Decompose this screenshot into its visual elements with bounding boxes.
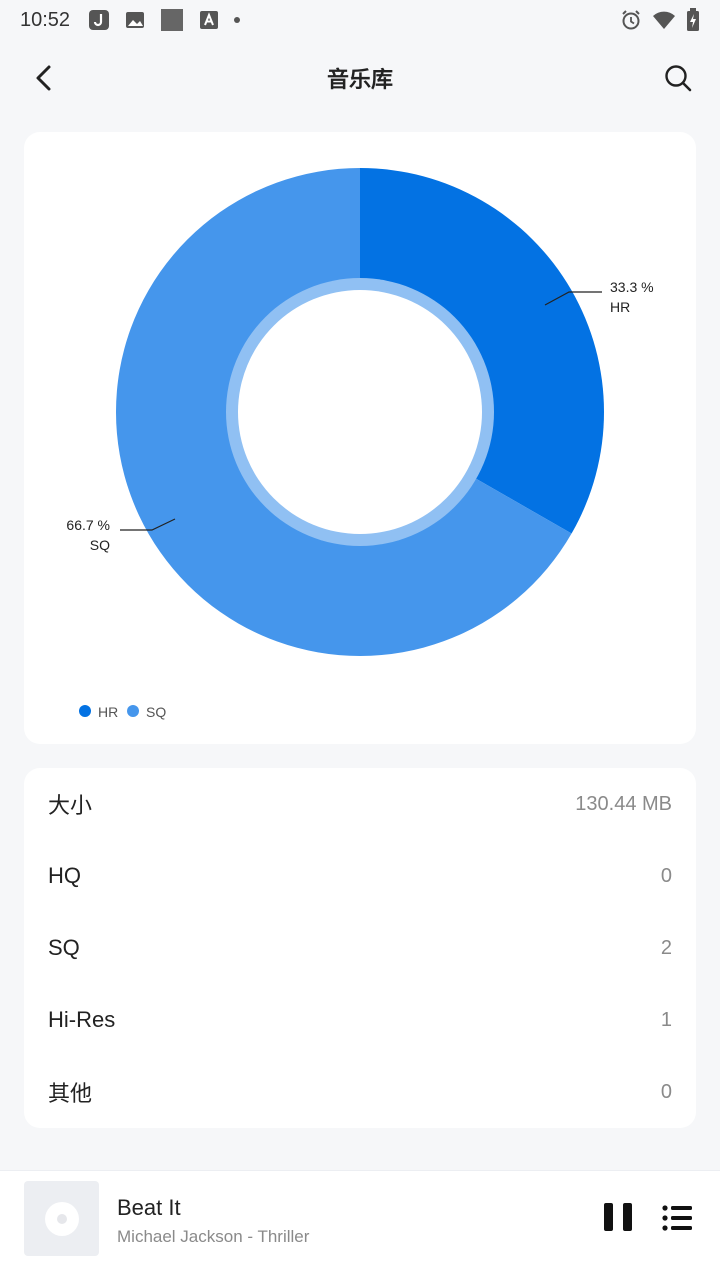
page-title: 音乐库 — [326, 67, 393, 92]
dot-icon — [234, 17, 241, 23]
legend-swatch-hr — [79, 705, 91, 717]
image-icon — [126, 12, 145, 28]
pause-button[interactable] — [604, 1203, 632, 1233]
stat-label: SQ — [48, 935, 80, 960]
stats-card: 大小 130.44 MB HQ 0 SQ 2 Hi-Res 1 其他 0 — [24, 768, 696, 1128]
playlist-button[interactable] — [662, 1205, 692, 1231]
stat-row: HQ 0 — [48, 840, 672, 912]
stat-label: HQ — [48, 863, 81, 888]
alarm-icon — [622, 10, 640, 30]
stat-value: 130.44 MB — [575, 792, 672, 815]
legend-label-sq: SQ — [146, 704, 166, 720]
status-bar: 10:52 — [0, 0, 720, 40]
data-label-hr-percent: 33.3 % — [610, 279, 654, 295]
wifi-icon — [653, 11, 675, 29]
stat-label: 其他 — [48, 1081, 93, 1106]
back-button[interactable] — [28, 62, 60, 94]
app-header: 音乐库 — [0, 40, 720, 116]
stat-value: 2 — [660, 936, 672, 959]
data-label-hr-name: HR — [610, 299, 630, 315]
app-j-icon — [89, 10, 110, 30]
stat-row: 其他 0 — [48, 1056, 672, 1128]
mini-player[interactable]: Beat It Michael Jackson - Thriller — [0, 1170, 720, 1280]
track-title[interactable]: Beat It — [117, 1195, 181, 1220]
track-artist-album[interactable]: Michael Jackson - Thriller — [117, 1227, 310, 1246]
search-icon — [665, 65, 692, 92]
battery-charging-icon — [687, 8, 699, 31]
back-chevron-icon — [36, 65, 51, 91]
stat-value: 0 — [660, 1080, 672, 1103]
stat-row: Hi-Res 1 — [48, 984, 672, 1056]
label-leader-sq — [120, 518, 176, 531]
stat-value: 0 — [660, 864, 672, 887]
status-icons-right — [620, 8, 700, 32]
label-leader-hr — [544, 291, 602, 306]
stat-row: SQ 2 — [48, 912, 672, 984]
search-button[interactable] — [662, 62, 694, 94]
album-art[interactable] — [24, 1181, 99, 1256]
pause-icon — [604, 1203, 613, 1231]
stat-label: 大小 — [48, 793, 93, 818]
stat-row: 大小 130.44 MB — [48, 768, 672, 840]
chart-card: 33.3 % HR 66.7 % SQ HR SQ — [24, 132, 696, 744]
donut-chart: 33.3 % HR 66.7 % SQ HR SQ — [66, 168, 654, 720]
status-time: 10:52 — [20, 8, 71, 31]
status-icons-left — [88, 8, 241, 32]
square-icon — [161, 9, 184, 31]
legend-swatch-sq — [127, 705, 139, 717]
stat-value: 1 — [660, 1008, 672, 1031]
pause-icon-bar — [623, 1203, 632, 1231]
data-label-sq-name: SQ — [90, 537, 110, 553]
donut-hole — [238, 290, 482, 534]
stat-label: Hi-Res — [48, 1007, 116, 1032]
disc-icon — [44, 1201, 79, 1236]
playlist-icon — [662, 1205, 692, 1231]
legend-label-hr: HR — [98, 704, 118, 720]
data-label-sq-percent: 66.7 % — [66, 517, 110, 533]
font-a-icon — [200, 11, 219, 29]
